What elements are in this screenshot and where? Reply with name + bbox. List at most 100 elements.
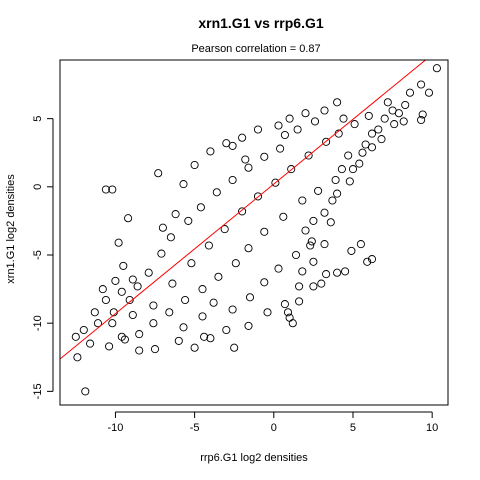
data-point (380, 114, 389, 123)
data-point (374, 125, 383, 134)
data-point (241, 155, 250, 164)
data-point (157, 249, 166, 258)
data-point (288, 319, 297, 328)
data-points (71, 64, 441, 396)
data-point (144, 268, 153, 277)
data-point (310, 117, 320, 126)
data-point (271, 178, 280, 187)
data-point (228, 141, 237, 150)
data-point (405, 88, 415, 97)
data-point (364, 111, 373, 120)
data-point (283, 308, 293, 317)
data-point (184, 216, 193, 225)
data-point (307, 237, 316, 246)
data-point (274, 121, 283, 130)
data-point (206, 334, 215, 343)
data-point (79, 325, 88, 335)
data-point (222, 325, 231, 335)
data-point (322, 137, 331, 146)
data-point (348, 165, 358, 174)
data-point (401, 100, 410, 110)
data-point (341, 267, 350, 276)
data-point (432, 64, 441, 73)
data-point (105, 342, 114, 351)
data-point (198, 285, 207, 294)
data-point (320, 106, 329, 115)
data-point (377, 135, 386, 144)
data-point (320, 240, 329, 249)
data-point (154, 169, 163, 178)
data-point (174, 336, 183, 345)
data-point (206, 147, 215, 156)
data-point (333, 98, 342, 107)
data-point (212, 188, 221, 197)
data-point (166, 233, 175, 242)
data-point (98, 285, 107, 294)
y-tick-label: -10 (32, 315, 44, 331)
data-point (179, 323, 188, 332)
data-point (345, 177, 354, 186)
data-point (117, 287, 126, 296)
data-point (71, 332, 80, 341)
data-point (322, 270, 331, 279)
data-point (135, 346, 144, 355)
y-tick-label: -15 (32, 383, 44, 399)
data-point (274, 264, 283, 273)
data-point (168, 279, 177, 288)
data-point (125, 295, 134, 305)
data-point (244, 321, 253, 330)
data-point (276, 144, 285, 153)
data-point (344, 151, 353, 160)
data-point (314, 186, 323, 195)
data-point (306, 241, 315, 250)
data-point (230, 343, 239, 352)
x-tick-label: -5 (190, 422, 200, 434)
data-point (253, 192, 263, 201)
fit-line (60, 60, 427, 360)
data-point (285, 114, 294, 123)
data-point (301, 226, 310, 235)
data-point (244, 163, 253, 172)
data-point (117, 332, 126, 341)
data-point (231, 259, 240, 268)
data-point (309, 282, 318, 291)
data-point (238, 133, 247, 142)
data-point (358, 148, 367, 157)
data-point (356, 240, 365, 249)
data-point (93, 319, 103, 328)
data-point (204, 241, 213, 250)
data-point (196, 203, 205, 212)
data-point (220, 225, 229, 234)
data-point (135, 330, 144, 339)
data-point (317, 279, 326, 288)
data-point (238, 207, 247, 216)
data-point (260, 278, 269, 287)
data-point (179, 180, 188, 189)
data-point (73, 353, 82, 362)
x-axis-label: rrp6.G1 log2 densities (200, 452, 308, 464)
data-point (260, 227, 269, 236)
data-point (119, 261, 128, 270)
data-point (295, 297, 304, 306)
data-point (149, 319, 158, 328)
data-point (120, 335, 129, 344)
data-point (363, 257, 372, 266)
data-point (367, 255, 377, 264)
data-point (333, 268, 342, 277)
data-point (390, 120, 399, 129)
data-point (298, 267, 307, 276)
data-point (81, 387, 90, 396)
data-point (253, 125, 263, 134)
data-point (355, 159, 364, 168)
data-point (158, 223, 167, 232)
data-point (171, 210, 180, 219)
data-point (101, 185, 110, 194)
data-point (418, 110, 427, 119)
data-point (150, 345, 160, 354)
data-point (328, 196, 337, 205)
data-point (114, 238, 123, 247)
data-point (280, 300, 289, 309)
axes: -10 -5 0 5 10 -15 -10 -5 0 5 (32, 116, 438, 434)
data-point (279, 212, 288, 221)
